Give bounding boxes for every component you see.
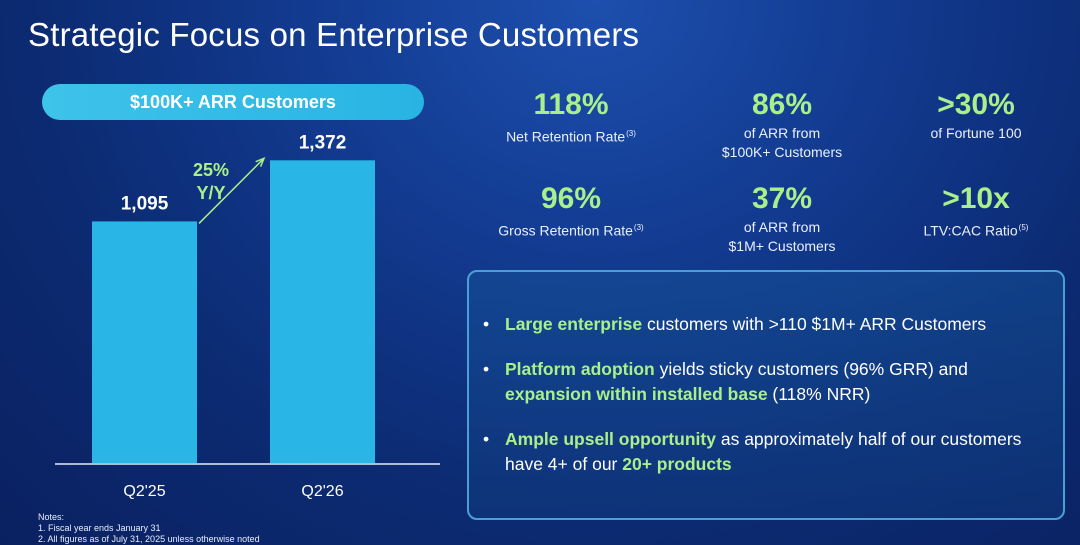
note-item-1: 1. Fiscal year ends January 31 [38,523,161,533]
metric-label: Net Retention Rate(3) [461,124,681,147]
highlight-emphasis: Large enterprise [505,314,643,334]
bullet-icon: • [483,429,490,449]
highlight-text: yields sticky customers (96% GRR) and [654,359,968,379]
highlight-emphasis: Ample upsell opportunity [505,429,716,449]
metric-label-text: of ARR from [743,125,821,141]
highlight-emphasis-2: expansion within installed base [505,384,768,404]
metric-label-text: LTV:CAC Ratio [923,222,1018,239]
metric-arr-100k: 86% of ARR from $100K+ Customers [672,88,892,162]
metric-label: of ARR from $100K+ Customers [672,124,892,162]
highlight-text-2: (118% NRR) [767,384,871,404]
page-title: Strategic Focus on Enterprise Customers [28,16,640,53]
growth-annotation-label: Y/Y [196,183,225,203]
metric-fortune-100: >30% of Fortune 100 [866,88,1080,143]
bar-value-label-2: 1,372 [299,132,347,153]
growth-annotation-percent: 25% [193,160,229,180]
growth-arrow-head [255,156,266,167]
highlight-emphasis: Platform adoption [505,359,655,379]
highlight-item: • Ample upsell opportunity as approximat… [483,427,1053,477]
bullet-icon: • [483,359,490,379]
metric-label: of Fortune 100 [866,124,1080,143]
metric-label: LTV:CAC Ratio(5) [866,218,1080,241]
highlight-emphasis-2: 20+ products [622,454,732,474]
highlights-box [467,270,1065,520]
metric-value: 37% [751,182,813,215]
bar-1 [92,221,197,463]
growth-arrow-line [198,157,265,224]
bar-2 [270,160,375,464]
metric-label-text-2: $100K+ Customers [721,144,843,160]
notes: Notes: 1. Fiscal year ends January 31 2.… [38,512,260,545]
metric-arr-1m: 37% of ARR from $1M+ Customers [672,182,892,256]
metric-value: >30% [937,88,1015,121]
notes-heading: Notes: [38,512,65,522]
bullet-icon: • [483,314,490,334]
chart-title-pill: $100K+ ARR Customers [42,84,424,120]
metric-label: Gross Retention Rate(3) [461,218,681,241]
metric-gross-retention: 96% Gross Retention Rate(3) [461,182,681,241]
metric-net-retention: 118% Net Retention Rate(3) [461,88,681,147]
highlight-text: customers with >110 $1M+ ARR Customers [642,314,987,334]
highlight-item: • Large enterprise customers with >110 $… [483,312,1053,337]
metric-ltv-cac: >10x LTV:CAC Ratio(5) [866,182,1080,241]
highlight-text: as approximately half of our customers h… [505,429,1022,474]
metric-label: of ARR from $1M+ Customers [672,218,892,256]
metric-footnote: (5) [1018,223,1029,232]
bar-value-label-1: 1,095 [121,193,169,214]
metric-label-text-2: $1M+ Customers [728,238,836,254]
metric-label-text: of ARR from [743,219,821,235]
metric-footnote: (3) [633,223,644,232]
metric-footnote: (3) [626,129,636,138]
metric-value: 118% [533,88,609,121]
category-label-2: Q2'26 [301,483,343,500]
metric-label-text: of Fortune 100 [930,125,1022,141]
bar-chart: 1,095 Q2'25 1,372 Q2'26 25% Y/Y [55,132,440,500]
category-label-1: Q2'25 [123,483,165,500]
metric-label-text: Gross Retention Rate [498,222,633,239]
highlight-item: • Platform adoption yields sticky custom… [483,357,1053,407]
metric-value: 96% [540,182,602,215]
chart-title-label: $100K+ ARR Customers [130,91,336,112]
metric-label-text: Net Retention Rate [506,128,626,145]
highlights-list: • Large enterprise customers with >110 $… [483,312,1053,497]
note-item-2: 2. All figures as of July 31, 2025 unles… [38,534,260,544]
metric-value: 86% [751,88,813,121]
metric-value: >10x [942,182,1010,215]
